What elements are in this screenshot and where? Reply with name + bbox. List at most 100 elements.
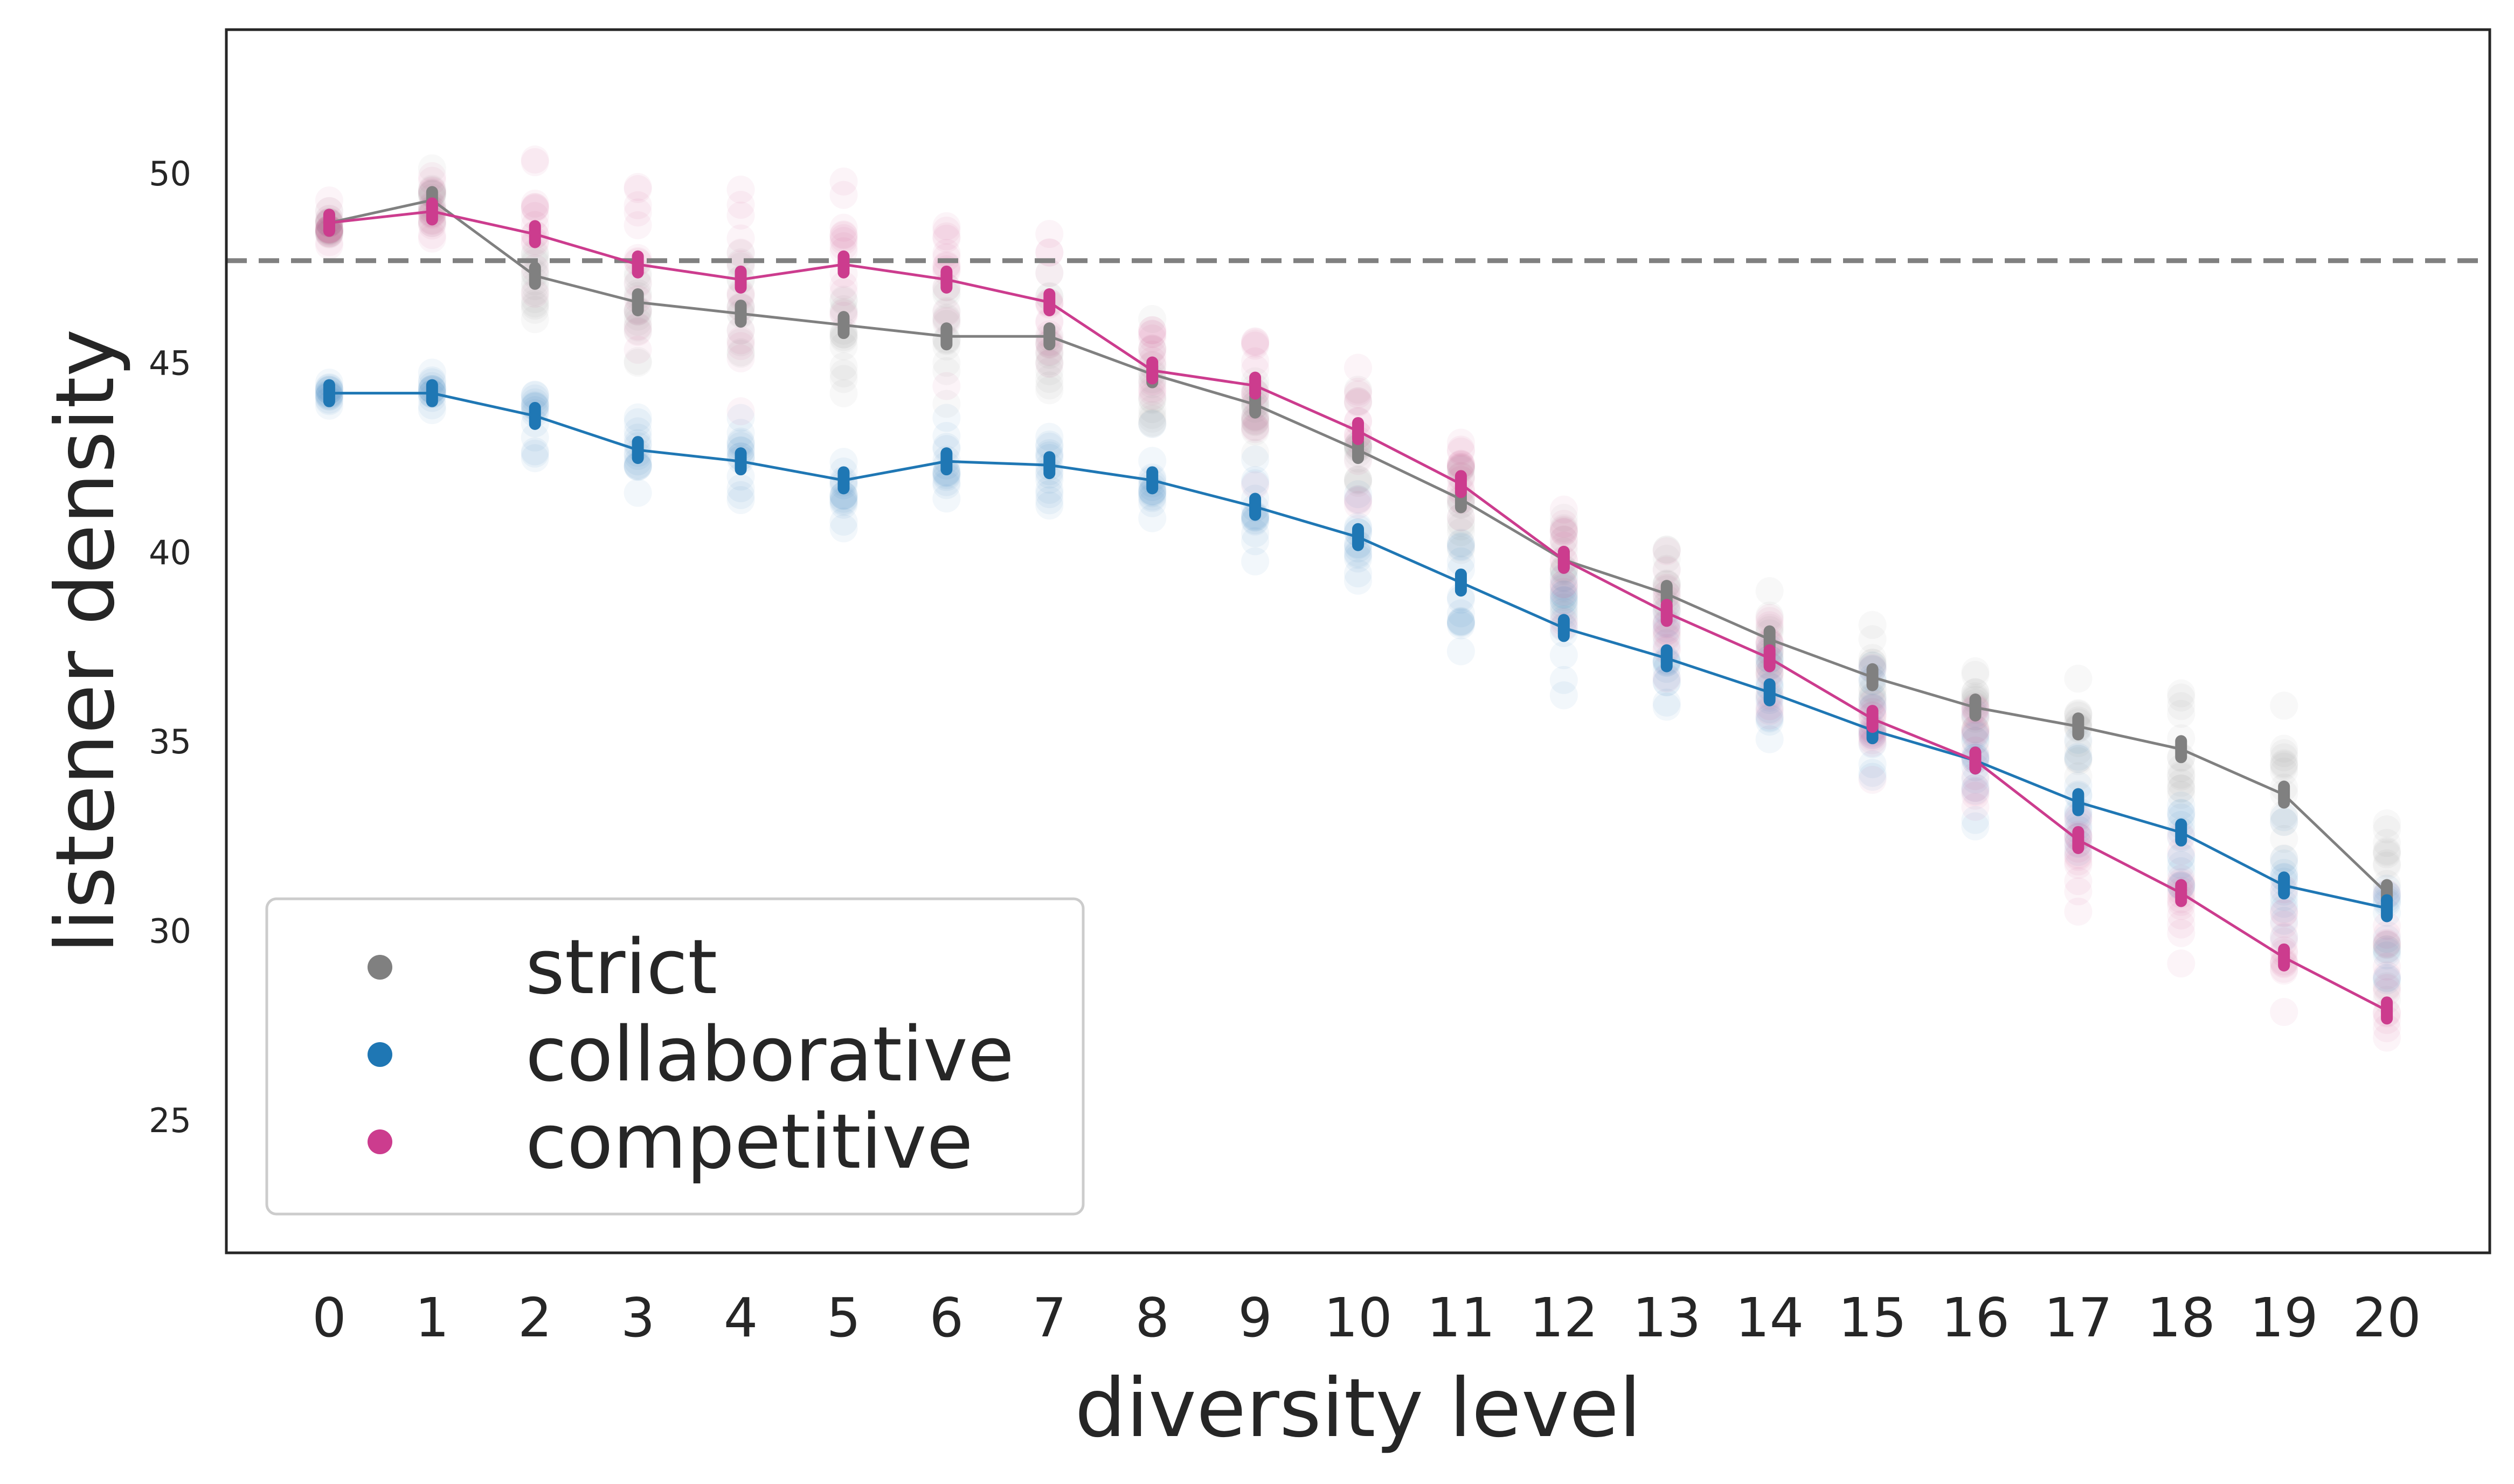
- scatter-point-strict: [2270, 844, 2298, 873]
- scatter-point-competitive: [2064, 847, 2093, 876]
- scatter-point-collaborative: [1652, 668, 1681, 696]
- scatter-point-strict: [2167, 679, 2196, 708]
- scatter-point-collaborative: [1446, 599, 1475, 628]
- scatter-point-competitive: [829, 278, 858, 306]
- scatter-point-collaborative: [1652, 692, 1681, 721]
- legend-label-competitive: competitive: [525, 1098, 973, 1186]
- scatter-point-competitive: [624, 175, 652, 203]
- y-tick-label: 25: [149, 1101, 191, 1140]
- scatter-point-collaborative: [1446, 582, 1475, 611]
- scatter-point-competitive: [829, 224, 858, 252]
- scatter-point-strict: [1138, 410, 1167, 438]
- scatter-point-competitive: [1138, 334, 1167, 363]
- scatter-point-collaborative: [829, 448, 858, 476]
- scatter-point-competitive: [1344, 485, 1372, 514]
- scatter-point-strict: [2373, 815, 2401, 844]
- scatter-point-competitive: [2064, 802, 2093, 831]
- scatter-point-strict: [1035, 371, 1064, 400]
- scatter-point-competitive: [1652, 618, 1681, 646]
- scatter-point-strict: [1446, 454, 1475, 483]
- data-point-competitive: [837, 250, 850, 279]
- scatter-point-strict: [2373, 931, 2401, 959]
- scatter-point-strict: [1961, 661, 1990, 689]
- scatter-point-strict: [1035, 357, 1064, 386]
- scatter-point-strict: [2270, 734, 2298, 763]
- scatter-point-strict: [1446, 518, 1475, 546]
- scatter-point-strict: [624, 346, 652, 375]
- scatter-point-competitive: [2373, 1023, 2401, 1052]
- data-point-collaborative: [1352, 523, 1364, 551]
- scatter-point-competitive: [1344, 487, 1372, 515]
- scatter-point-strict: [2064, 747, 2093, 775]
- scatter-point-strict: [932, 303, 961, 332]
- scatter-point-competitive: [1446, 454, 1475, 482]
- scatter-point-collaborative: [1035, 466, 1064, 494]
- scatter-point-collaborative: [2373, 935, 2401, 963]
- data-point-competitive: [1969, 746, 1982, 775]
- scatter-point-collaborative: [1241, 547, 1270, 575]
- scatter-point-strict: [1549, 514, 1578, 543]
- scatter-point-competitive: [1138, 375, 1167, 403]
- x-tick-label: 5: [827, 1286, 861, 1349]
- scatter-point-strict: [1035, 259, 1064, 287]
- scatter-point-strict: [726, 248, 755, 277]
- scatter-point-competitive: [2064, 877, 2093, 906]
- data-point-collaborative: [323, 379, 335, 407]
- scatter-point-collaborative: [2167, 799, 2196, 827]
- scatter-point-collaborative: [1549, 563, 1578, 592]
- scatter-point-collaborative: [624, 451, 652, 480]
- scatter-point-strict: [829, 332, 858, 360]
- scatter-point-strict: [1858, 683, 1887, 711]
- scatter-point-strict: [932, 296, 961, 325]
- scatter-point-competitive: [1035, 307, 1064, 335]
- scatter-point-competitive: [1241, 327, 1270, 356]
- scatter-point-strict: [521, 285, 549, 314]
- scatter-point-competitive: [624, 191, 652, 219]
- scatter-point-competitive: [1755, 701, 1784, 730]
- scatter-point-strict: [1858, 644, 1887, 672]
- scatter-point-competitive: [932, 243, 961, 272]
- scatter-point-competitive: [521, 279, 549, 308]
- y-tick-label: 40: [149, 533, 191, 572]
- scatter-point-collaborative: [1446, 585, 1475, 614]
- scatter-point-strict: [2064, 729, 2093, 758]
- x-tick-label: 18: [2147, 1286, 2215, 1349]
- scatter-point-competitive: [1241, 471, 1270, 500]
- scatter-point-collaborative: [1652, 629, 1681, 657]
- scatter-point-strict: [1035, 338, 1064, 367]
- scatter-point-collaborative: [1035, 432, 1064, 461]
- scatter-point-collaborative: [1961, 722, 1990, 750]
- scatter-point-strict: [1035, 349, 1064, 378]
- scatter-point-competitive: [829, 227, 858, 255]
- scatter-point-collaborative: [1961, 726, 1990, 755]
- scatter-point-strict: [521, 292, 549, 320]
- scatter-point-collaborative: [726, 474, 755, 503]
- scatter-point-competitive: [1858, 766, 1887, 794]
- x-tick-label: 6: [930, 1286, 964, 1349]
- scatter-point-strict: [2064, 664, 2093, 693]
- scatter-point-competitive: [2064, 851, 2093, 879]
- scatter-point-strict: [829, 287, 858, 315]
- scatter-point-collaborative: [624, 452, 652, 481]
- scatter-point-strict: [2270, 691, 2298, 720]
- scatter-point-competitive: [726, 316, 755, 344]
- scatter-point-collaborative: [932, 404, 961, 432]
- scatter-point-competitive: [1446, 452, 1475, 481]
- scatter-point-collaborative: [726, 481, 755, 509]
- scatter-point-strict: [624, 317, 652, 345]
- scatter-point-collaborative: [2270, 808, 2298, 836]
- scatter-point-collaborative: [1446, 609, 1475, 637]
- scatter-point-strict: [1138, 335, 1167, 363]
- scatter-point-strict: [2270, 743, 2298, 772]
- scatter-point-strict: [932, 305, 961, 334]
- x-tick-label: 0: [312, 1286, 347, 1349]
- data-point-competitive: [2072, 826, 2084, 854]
- scatter-point-competitive: [1549, 515, 1578, 544]
- x-tick-label: 12: [1529, 1286, 1598, 1349]
- data-point-competitive: [735, 265, 747, 294]
- scatter-point-collaborative: [521, 444, 549, 473]
- data-point-competitive: [1249, 371, 1262, 400]
- data-point-strict: [2072, 712, 2084, 741]
- scatter-point-collaborative: [1652, 663, 1681, 691]
